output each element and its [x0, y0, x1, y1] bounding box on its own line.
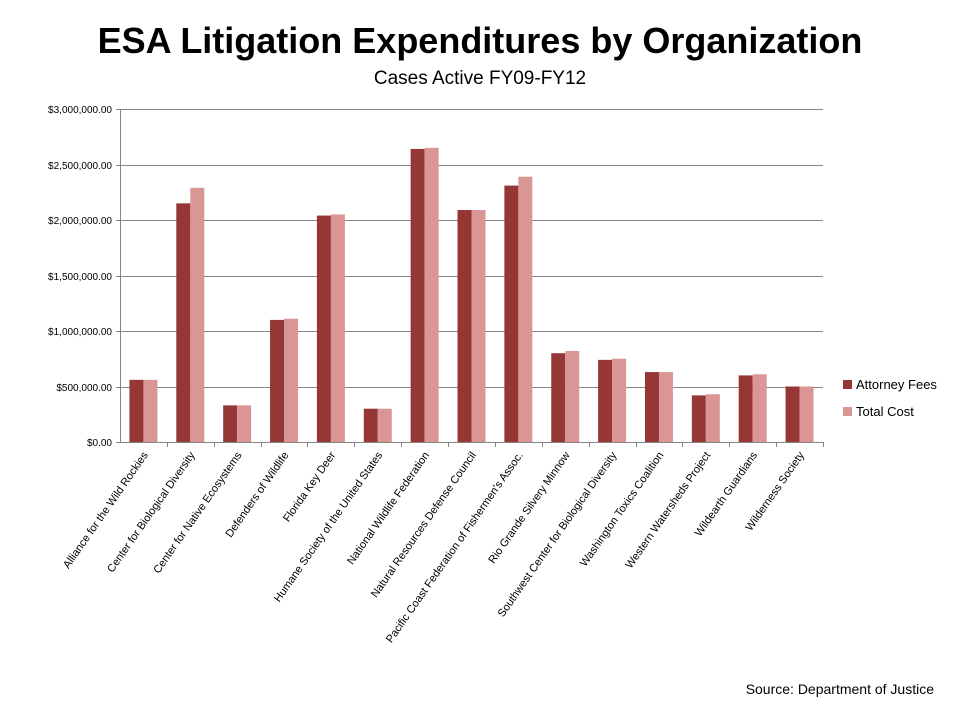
bar-attorney-fees [598, 359, 613, 442]
bar-total-cost [752, 374, 767, 442]
bar-total-cost [565, 350, 580, 442]
y-tick-label: $2,000,000.00 [48, 216, 112, 227]
bar-total-cost [705, 394, 720, 442]
bar-attorney-fees [457, 210, 472, 442]
bar-total-cost [612, 358, 627, 442]
bar-attorney-fees [129, 379, 144, 442]
x-tick-label: Center for Biological Diversity [105, 449, 198, 574]
legend-swatch [843, 380, 852, 389]
x-tick-label: Washington Toxics Coalition [578, 450, 666, 569]
y-axis: $0.00 $500,000.00 $1,000,000.00 $1,500,000.… [48, 105, 121, 449]
bar-total-cost [330, 214, 345, 442]
y-tick-label: $2,500,000.00 [48, 161, 112, 172]
bar-total-cost [658, 372, 673, 442]
bar-attorney-fees [223, 405, 238, 442]
y-tick-label: $500,000.00 [56, 383, 112, 394]
bar-total-cost [799, 386, 814, 442]
bars [129, 147, 814, 442]
bar-attorney-fees [410, 148, 425, 442]
bar-attorney-fees [738, 375, 753, 442]
bar-total-cost [143, 379, 158, 442]
y-tick-label: $1,500,000.00 [48, 272, 112, 283]
legend-label: Total Cost [856, 404, 914, 419]
bar-attorney-fees [644, 372, 659, 442]
y-tick-label: $3,000,000.00 [48, 105, 112, 116]
bar-total-cost [518, 176, 533, 442]
x-tick-label: Rio Grande Silvery Minnow [486, 450, 572, 566]
bar-attorney-fees [504, 185, 519, 442]
chart-title: ESA Litigation Expenditures by Organizat… [97, 20, 863, 61]
bar-total-cost [471, 210, 486, 442]
bar-total-cost [377, 408, 392, 442]
y-tick-label: $1,000,000.00 [48, 327, 112, 338]
bar-total-cost [237, 405, 252, 442]
bar-total-cost [424, 147, 439, 442]
legend: Attorney Fees Total Cost [843, 377, 937, 419]
x-tick-label: Western Watersheds Project [624, 450, 714, 571]
bar-total-cost [190, 187, 205, 442]
x-tick-label: National Wildlife Federation [345, 450, 432, 567]
bar-attorney-fees [270, 319, 285, 442]
chart-subtitle: Cases Active FY09-FY12 [373, 68, 587, 89]
source-note: Source: Department of Justice [745, 681, 934, 697]
legend-label: Attorney Fees [856, 377, 937, 392]
bar-attorney-fees [176, 203, 191, 442]
legend-swatch [843, 407, 852, 416]
bar-attorney-fees [363, 408, 378, 442]
x-tick-label: Center for Native Ecosystems [151, 449, 245, 575]
bar-attorney-fees [785, 386, 800, 442]
bar-attorney-fees [316, 215, 331, 442]
y-tick-label: $0.00 [87, 438, 112, 449]
bar-attorney-fees [551, 353, 566, 442]
bar-attorney-fees [691, 395, 706, 442]
bar-total-cost [284, 318, 299, 442]
x-tick-label: Alliance for the Wild Rockies [61, 449, 151, 570]
